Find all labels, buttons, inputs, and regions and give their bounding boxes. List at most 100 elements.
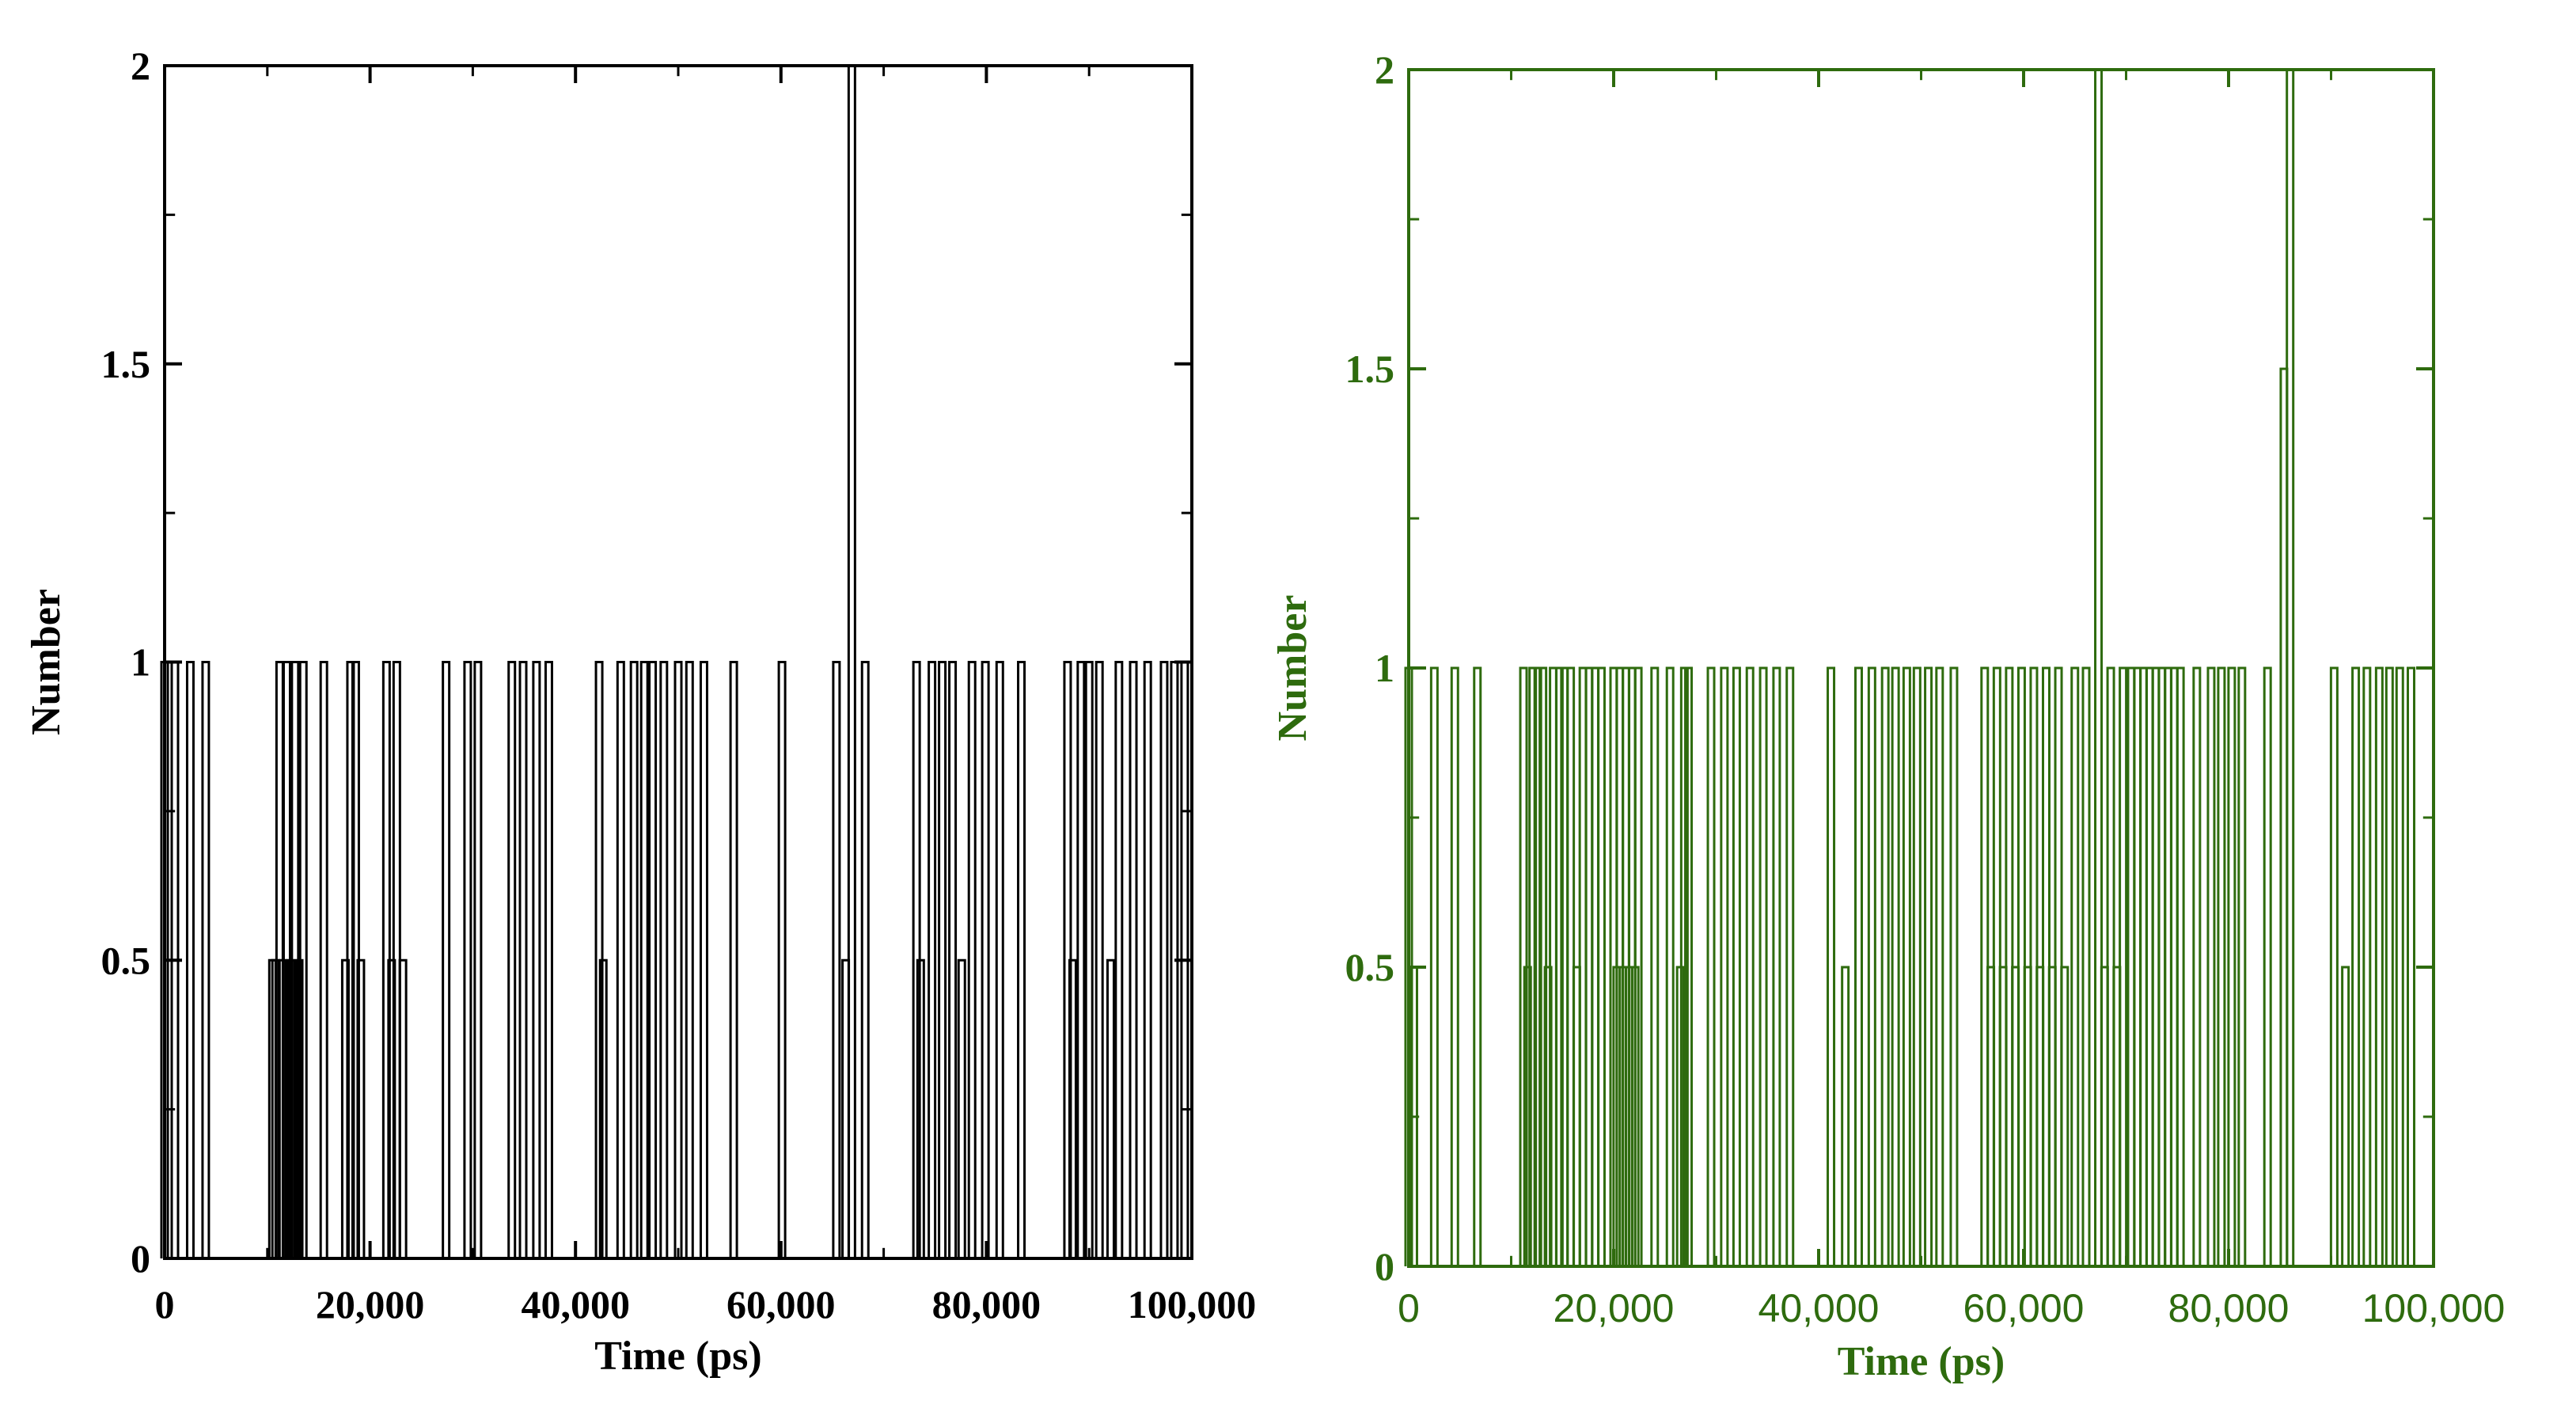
left-data-spike — [967, 661, 977, 1258]
right-data-spike — [2351, 666, 2361, 1266]
left-data-spike — [346, 661, 355, 1258]
right-data-spike — [1912, 666, 1922, 1266]
left-x-tick-label: 80,000 — [932, 1282, 1041, 1326]
left-data-spike — [1143, 661, 1152, 1258]
right-data-spike — [2384, 666, 2394, 1266]
right-data-spike — [2094, 68, 2104, 1266]
right-data-spike — [2217, 666, 2226, 1266]
left-data-spike — [387, 958, 396, 1258]
left-data-spike — [1076, 661, 1086, 1258]
right-data-spike — [1854, 666, 1863, 1266]
right-data-spike — [1867, 666, 1876, 1266]
left-data-spike — [928, 661, 937, 1258]
right-y-tick-label: 1 — [1375, 646, 1394, 690]
right-data-spike — [2176, 666, 2185, 1266]
left-data-spike — [673, 661, 683, 1258]
right-data-spike — [1543, 966, 1553, 1266]
right-y-tick-label: 2 — [1375, 47, 1394, 92]
left-data-spike — [1170, 661, 1179, 1258]
left-data-spike — [160, 661, 169, 1258]
right-x-tick-label: 60,000 — [1963, 1286, 2085, 1330]
left-data-spike — [518, 661, 528, 1258]
left-y-tick-label: 0.5 — [101, 938, 151, 982]
left-data-spike — [1084, 661, 1094, 1258]
right-data-spike — [2362, 666, 2372, 1266]
right-x-tick-label: 20,000 — [1554, 1286, 1675, 1330]
right-data-spike — [2395, 666, 2404, 1266]
right-x-tick-label: 100,000 — [2362, 1286, 2506, 1330]
right-data-spike — [1523, 966, 1532, 1266]
right-data-spike — [1473, 666, 1482, 1266]
left-data-spike — [319, 661, 328, 1258]
right-data-spike — [2070, 666, 2080, 1266]
right-y-tick-label: 1.5 — [1345, 347, 1395, 391]
right-data-spike — [1902, 666, 1911, 1266]
right-x-tick-label: 0 — [1398, 1286, 1420, 1330]
right-data-spike — [2119, 666, 2128, 1266]
right-data-spike — [1650, 666, 1660, 1266]
right-data-spike — [1596, 666, 1606, 1266]
right-data-spike — [2286, 68, 2295, 1266]
left-data-spike — [340, 958, 350, 1258]
left-data-spike — [473, 661, 483, 1258]
left-x-tick-label: 0 — [155, 1282, 175, 1326]
left-y-tick-label: 1 — [131, 640, 150, 685]
left-y-tick-label: 1.5 — [101, 342, 151, 386]
left-data-spike — [1159, 661, 1169, 1258]
left-x-axis-title: Time (ps) — [594, 1334, 761, 1379]
left-data-spike — [170, 661, 180, 1258]
right-chart-panel: 0 20,000 40,000 60,000 80,000 100,000 0 0.5 1 1.5… — [1270, 47, 2505, 1384]
right-x-tick-label: 40,000 — [1758, 1286, 1880, 1330]
right-data-spike — [2407, 666, 2416, 1266]
left-x-tick-label: 100,000 — [1128, 1282, 1257, 1326]
left-data-spike — [659, 661, 669, 1258]
left-y-axis-title: Number — [24, 589, 69, 735]
left-data-spike — [981, 661, 990, 1258]
right-y-tick-label: 0.5 — [1345, 945, 1395, 989]
right-data-spike — [1924, 666, 1933, 1266]
right-y-axis-title: Number — [1270, 595, 1315, 742]
right-data-spike — [1949, 666, 1959, 1266]
left-data-spike — [532, 661, 541, 1258]
right-data-spike — [1745, 666, 1755, 1266]
right-data-spike — [2206, 666, 2216, 1266]
left-data-spike — [648, 661, 658, 1258]
right-data-spike — [1409, 966, 1418, 1266]
left-x-tick-label: 40,000 — [521, 1282, 630, 1326]
right-series-group — [1404, 68, 2416, 1266]
left-data-spike — [544, 661, 553, 1258]
right-data-spike — [1706, 666, 1716, 1266]
right-data-spike — [1429, 666, 1439, 1266]
left-data-spike — [699, 661, 708, 1258]
left-data-spike — [463, 661, 472, 1258]
right-data-spike — [1891, 666, 1900, 1266]
right-data-spike — [1732, 666, 1741, 1266]
left-data-spike — [185, 661, 195, 1258]
left-y-tick-label: 0 — [131, 1236, 150, 1281]
left-data-spike — [938, 661, 947, 1258]
left-data-spike — [777, 661, 787, 1258]
left-data-spike — [957, 958, 966, 1258]
left-x-tick-label: 60,000 — [727, 1282, 836, 1326]
right-data-spike — [2227, 666, 2236, 1266]
left-data-spike — [356, 958, 366, 1258]
right-data-spike — [2237, 666, 2247, 1266]
right-data-spike — [1841, 966, 1850, 1266]
right-data-spike — [2329, 666, 2339, 1266]
right-data-spike — [1785, 666, 1795, 1266]
left-y-tick-label: 2 — [131, 44, 150, 88]
right-data-spike — [2060, 966, 2070, 1266]
right-data-spike — [1533, 666, 1542, 1266]
left-data-spike — [729, 661, 738, 1258]
left-x-tick-label: 20,000 — [316, 1282, 425, 1326]
left-data-spike — [832, 661, 841, 1258]
left-data-spike — [629, 661, 639, 1258]
right-data-spike — [2374, 666, 2384, 1266]
right-data-spike — [1827, 666, 1836, 1266]
left-data-spike — [685, 661, 694, 1258]
left-data-spike — [201, 661, 211, 1258]
left-data-spike — [1114, 661, 1124, 1258]
right-data-spike — [1720, 666, 1729, 1266]
right-data-spike — [1880, 666, 1890, 1266]
